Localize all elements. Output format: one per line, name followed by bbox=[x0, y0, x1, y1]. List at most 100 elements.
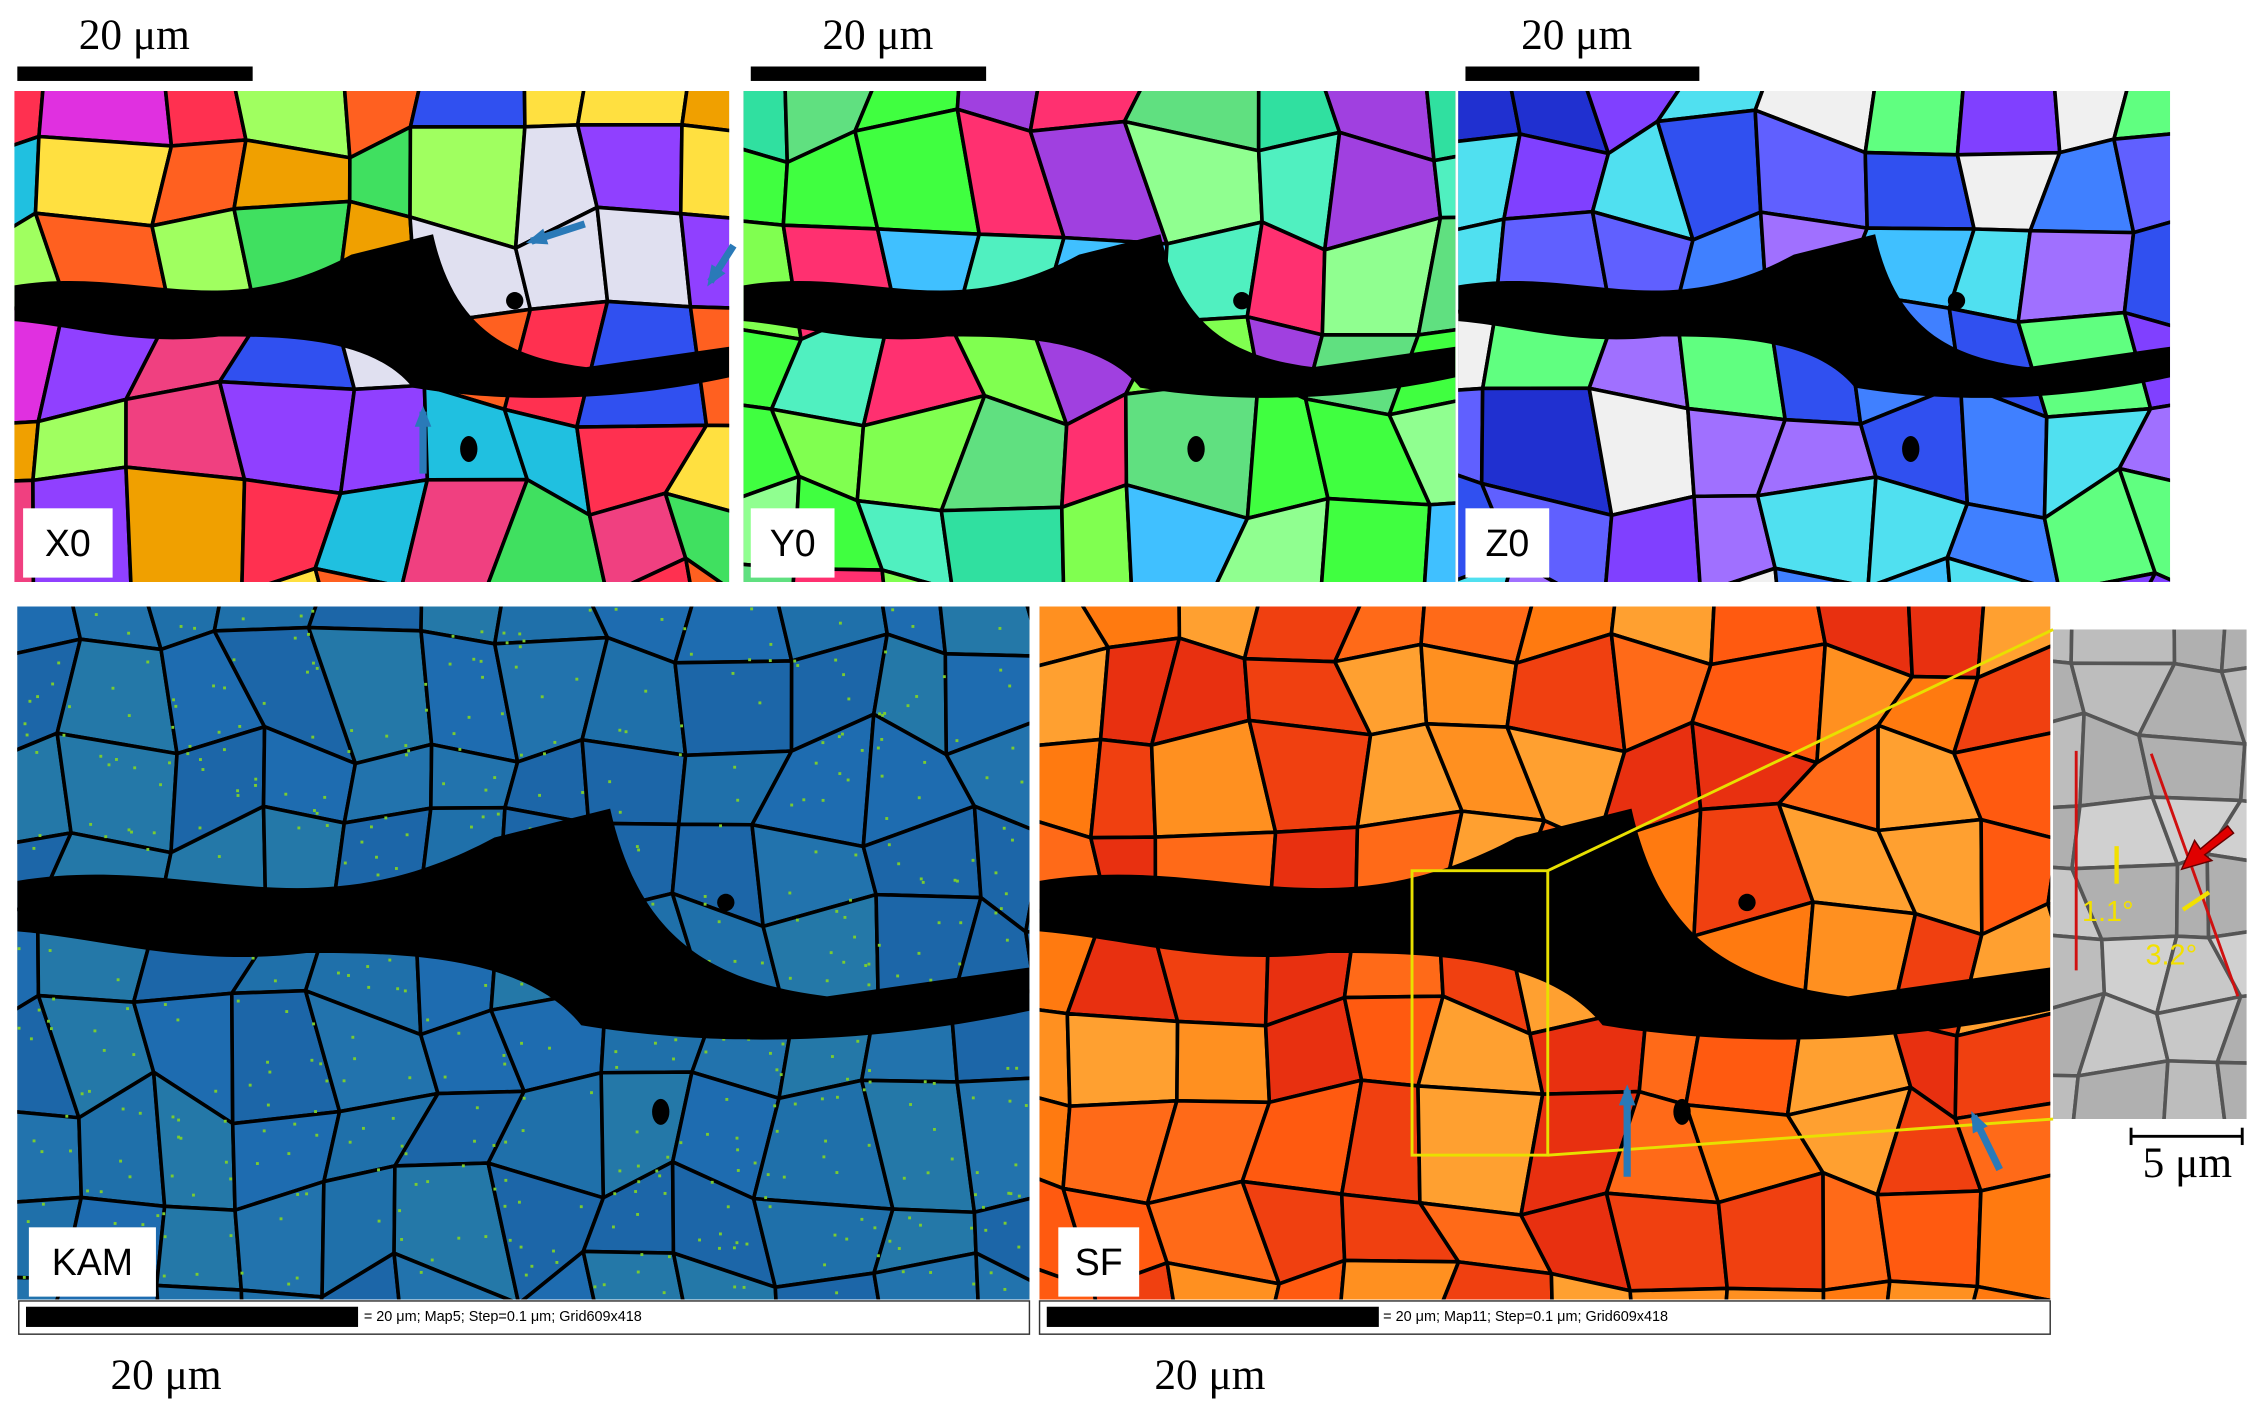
speckle bbox=[377, 1168, 380, 1172]
speckle bbox=[923, 1080, 927, 1084]
speckle bbox=[236, 999, 240, 1003]
speckle bbox=[651, 902, 655, 906]
speckle bbox=[873, 1226, 877, 1230]
grain bbox=[154, 1283, 244, 1300]
speckle bbox=[404, 744, 408, 748]
speckle bbox=[517, 1200, 521, 1204]
speckle bbox=[481, 675, 484, 679]
zoom-line bbox=[1547, 1117, 2054, 1157]
grain bbox=[1215, 496, 1330, 582]
speckle bbox=[775, 1068, 779, 1072]
speckle bbox=[236, 794, 240, 797]
speckle bbox=[57, 661, 61, 665]
speckle bbox=[1020, 780, 1024, 784]
speckle bbox=[146, 848, 150, 851]
speckle bbox=[238, 724, 242, 728]
speckle bbox=[146, 660, 150, 664]
speckle bbox=[919, 1223, 922, 1227]
arrow-head bbox=[525, 228, 549, 245]
grain bbox=[1023, 929, 1030, 968]
speckle bbox=[880, 774, 884, 778]
speckle bbox=[524, 1273, 528, 1277]
grain bbox=[855, 498, 954, 582]
grain-map bbox=[743, 91, 1456, 582]
speckle bbox=[788, 976, 792, 980]
grain bbox=[1728, 566, 1779, 582]
grain bbox=[972, 1196, 1030, 1282]
speckle bbox=[736, 1169, 740, 1172]
label-box bbox=[750, 508, 835, 578]
speckle bbox=[758, 701, 762, 705]
speckle bbox=[168, 761, 171, 765]
speckle bbox=[689, 652, 693, 656]
grain bbox=[1549, 1271, 1633, 1300]
speckle bbox=[611, 1225, 615, 1229]
speckle bbox=[484, 788, 488, 792]
grain bbox=[1975, 606, 2051, 680]
speckle bbox=[877, 943, 881, 947]
speckle bbox=[480, 630, 484, 634]
speckle bbox=[552, 1249, 555, 1253]
speckle bbox=[23, 722, 27, 726]
speckle bbox=[351, 1035, 355, 1039]
speckle bbox=[773, 1104, 777, 1108]
grain bbox=[974, 1251, 1030, 1300]
speckle bbox=[519, 1245, 523, 1249]
speckle bbox=[909, 1103, 912, 1106]
speckle bbox=[448, 662, 452, 666]
speckle bbox=[51, 682, 55, 686]
speckle bbox=[821, 741, 825, 745]
speckle bbox=[538, 793, 542, 797]
speckle bbox=[793, 659, 797, 663]
speckle bbox=[315, 666, 319, 670]
speckle bbox=[307, 632, 310, 636]
pore bbox=[1233, 292, 1251, 310]
speckle bbox=[319, 1062, 323, 1066]
speckle bbox=[119, 1159, 123, 1163]
speckle bbox=[733, 1285, 737, 1289]
speckle bbox=[636, 1164, 640, 1168]
speckle bbox=[384, 816, 388, 820]
grain bbox=[1773, 566, 1853, 582]
speckle bbox=[878, 712, 882, 716]
speckle bbox=[768, 1205, 772, 1209]
speckle bbox=[408, 1076, 412, 1080]
grain bbox=[400, 477, 530, 582]
speckle bbox=[284, 792, 288, 796]
speckle bbox=[398, 1209, 402, 1213]
speckle bbox=[932, 1082, 936, 1085]
speckle bbox=[698, 1238, 701, 1242]
speckle bbox=[396, 987, 400, 991]
grain bbox=[2117, 466, 2171, 582]
grain bbox=[872, 1251, 980, 1300]
speckle bbox=[1008, 1099, 1012, 1103]
speckle bbox=[299, 614, 303, 618]
speckle bbox=[917, 796, 921, 800]
pore bbox=[717, 893, 735, 912]
speckle bbox=[1003, 1287, 1007, 1291]
speckle bbox=[845, 1237, 849, 1241]
speckle bbox=[1024, 1104, 1028, 1107]
speckle bbox=[926, 1171, 930, 1175]
speckle bbox=[769, 642, 773, 646]
speckle bbox=[906, 704, 910, 708]
grain bbox=[1273, 1258, 1347, 1300]
grain bbox=[2148, 571, 2171, 582]
grain bbox=[595, 205, 693, 309]
speckle bbox=[678, 753, 682, 757]
angle-label: 3.2° bbox=[2145, 940, 2197, 972]
speckle bbox=[768, 659, 772, 663]
speckle bbox=[285, 1010, 289, 1013]
pore bbox=[460, 436, 478, 462]
speckle bbox=[733, 959, 737, 963]
speckle bbox=[953, 878, 957, 882]
speckle bbox=[838, 772, 842, 776]
arrow-head bbox=[1971, 1110, 1988, 1134]
speckle bbox=[28, 699, 32, 703]
speckle bbox=[717, 920, 721, 924]
speckle bbox=[860, 748, 864, 752]
speckle bbox=[672, 1057, 675, 1061]
speckle bbox=[683, 627, 687, 631]
speckle bbox=[745, 1242, 749, 1246]
